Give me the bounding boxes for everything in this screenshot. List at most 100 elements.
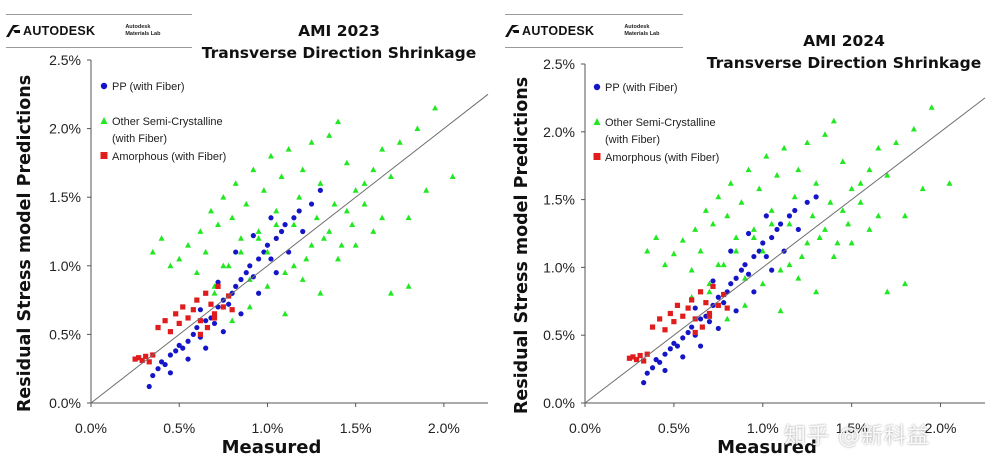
legend-label: Other Semi-Crystalline	[605, 117, 716, 129]
x-tick-label: 1.5%	[836, 420, 868, 436]
data-point-amorphous	[173, 311, 179, 317]
data-point-pp	[733, 275, 739, 281]
data-point-semi-crystalline	[759, 280, 766, 287]
data-point-semi-crystalline	[176, 255, 183, 262]
data-point-pp	[745, 230, 752, 237]
data-point-amorphous	[630, 354, 636, 360]
chart-title: AMI 2023	[298, 22, 380, 40]
data-point-pp	[671, 340, 677, 346]
data-point-pp	[268, 215, 274, 221]
data-point-pp	[662, 367, 668, 374]
legend-marker-pp	[593, 83, 601, 91]
data-point-semi-crystalline	[264, 248, 271, 255]
data-point-amorphous	[710, 283, 716, 289]
data-point-amorphous	[220, 304, 226, 310]
data-point-pp	[728, 248, 734, 254]
data-point-pp	[268, 256, 274, 262]
data-point-semi-crystalline	[326, 132, 333, 138]
data-point-semi-crystalline	[679, 237, 686, 243]
y-tick-label: 1.0%	[49, 258, 81, 274]
data-point-semi-crystalline	[317, 290, 324, 296]
legend-label: (with Fiber)	[605, 134, 660, 146]
x-tick-label: 0.0%	[569, 420, 601, 436]
data-point-semi-crystalline	[653, 234, 660, 240]
data-point-pp	[226, 301, 232, 307]
data-point-amorphous	[176, 320, 182, 327]
data-point-amorphous	[667, 310, 673, 317]
data-point-pp	[804, 199, 810, 205]
data-point-semi-crystalline	[804, 239, 811, 246]
data-point-semi-crystalline	[396, 139, 403, 145]
x-tick-label: 1.0%	[251, 420, 283, 436]
data-point-semi-crystalline	[335, 118, 342, 125]
data-point-amorphous	[197, 318, 203, 324]
data-point-semi-crystalline	[839, 207, 846, 213]
data-point-semi-crystalline	[449, 173, 456, 180]
data-point-semi-crystalline	[733, 247, 740, 254]
data-point-pp	[167, 370, 173, 376]
data-point-pp	[697, 316, 704, 322]
materials-lab-line2: Materials Lab	[125, 31, 161, 37]
data-point-pp	[680, 335, 686, 341]
data-point-amorphous	[706, 313, 713, 319]
data-point-pp	[667, 346, 673, 352]
data-point-semi-crystalline	[432, 104, 439, 111]
data-point-pp	[745, 271, 752, 277]
autodesk-brand-text: AUTODESK	[522, 24, 595, 38]
data-point-pp	[273, 235, 279, 241]
x-tick-label: 0.0%	[75, 420, 107, 436]
data-point-amorphous	[132, 356, 138, 362]
data-point-semi-crystalline	[250, 166, 257, 173]
chart-title: AMI 2024	[803, 32, 885, 50]
data-point-pp	[146, 383, 152, 390]
data-point-pp	[233, 249, 239, 255]
data-point-pp	[220, 329, 226, 335]
data-point-semi-crystalline	[158, 235, 165, 241]
data-point-semi-crystalline	[303, 255, 310, 262]
data-point-pp	[300, 228, 306, 235]
data-point-semi-crystalline	[299, 166, 306, 173]
data-point-semi-crystalline	[220, 194, 227, 200]
data-point-pp	[697, 343, 704, 349]
data-point-semi-crystalline	[193, 269, 200, 276]
data-point-pp	[769, 234, 775, 241]
data-point-semi-crystalline	[702, 207, 709, 213]
data-point-pp	[653, 357, 659, 363]
data-point-semi-crystalline	[866, 226, 873, 232]
y-tick-label: 0.5%	[49, 326, 81, 342]
data-point-semi-crystalline	[246, 303, 253, 310]
data-point-pp	[721, 300, 727, 306]
data-point-amorphous	[146, 359, 152, 365]
data-point-semi-crystalline	[220, 262, 227, 269]
data-point-pp	[238, 311, 244, 317]
y-tick-label: 0.0%	[543, 395, 575, 411]
autodesk-logo-bar: AUTODESK Autodesk Materials Lab	[6, 14, 192, 48]
data-point-pp	[689, 324, 695, 330]
data-point-semi-crystalline	[692, 226, 699, 232]
data-point-pp	[256, 290, 262, 296]
data-point-semi-crystalline	[791, 193, 798, 200]
data-point-pp	[644, 370, 650, 376]
data-point-pp	[176, 342, 182, 348]
data-point-semi-crystalline	[756, 185, 763, 192]
data-point-pp	[155, 366, 161, 372]
data-point-pp	[641, 380, 647, 386]
data-point-amorphous	[194, 297, 200, 303]
data-point-pp	[273, 270, 279, 276]
autodesk-logo: AUTODESK	[6, 24, 95, 38]
reference-line-y-equals-x	[90, 93, 489, 404]
data-point-semi-crystalline	[320, 235, 327, 241]
data-point-semi-crystalline	[834, 239, 841, 246]
data-point-semi-crystalline	[763, 153, 770, 159]
data-point-semi-crystalline	[260, 187, 267, 193]
data-point-pp	[710, 278, 716, 284]
data-point-semi-crystalline	[875, 212, 882, 219]
data-point-semi-crystalline	[839, 158, 846, 165]
data-point-pp	[296, 208, 302, 214]
data-point-semi-crystalline	[331, 200, 338, 207]
y-axis-label: Residual Stress model Predictions	[512, 77, 532, 414]
data-point-amorphous	[641, 358, 647, 364]
data-point-semi-crystalline	[857, 199, 864, 205]
x-axis-label: Measured	[717, 437, 817, 458]
reference-line-y-equals-x	[584, 97, 986, 404]
